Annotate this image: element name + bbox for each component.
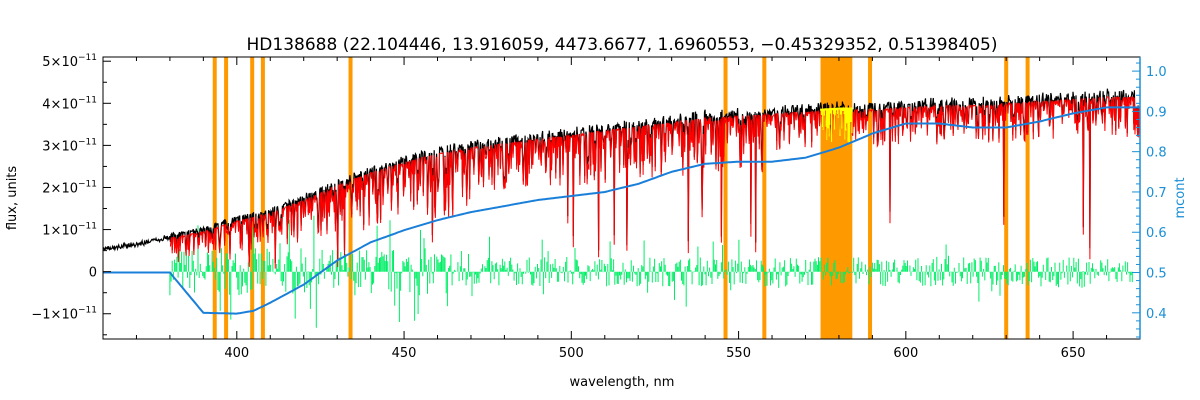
y-tick-label: 4×10−11 bbox=[42, 95, 97, 112]
plot-frame bbox=[102, 56, 1141, 340]
masked-line-3 bbox=[260, 57, 265, 339]
x-tick-label: 600 bbox=[893, 346, 918, 361]
residual-points bbox=[169, 215, 1133, 328]
right-tick-label: 0.4 bbox=[1146, 307, 1167, 322]
right-axis-label: mcont bbox=[1173, 177, 1188, 218]
residual-series bbox=[169, 215, 1133, 328]
masked-line-8 bbox=[1004, 57, 1009, 339]
x-axis-label: wavelength, nm bbox=[570, 375, 675, 390]
x-tick-label: 450 bbox=[392, 346, 417, 361]
x-tick-label: 500 bbox=[559, 346, 584, 361]
spectra-lines bbox=[102, 88, 1141, 315]
y-tick-label: 1×10−11 bbox=[42, 222, 97, 239]
right-tick-label: 0.9 bbox=[1146, 105, 1167, 120]
telluric-region bbox=[820, 107, 853, 145]
masked-line-6 bbox=[762, 57, 767, 339]
x-tick-label: 550 bbox=[726, 346, 751, 361]
masked-line-2 bbox=[250, 57, 255, 339]
right-tick-label: 0.6 bbox=[1146, 226, 1167, 241]
masked-line-0 bbox=[212, 57, 217, 339]
right-tick-label: 0.5 bbox=[1146, 267, 1167, 282]
x-axis-ticks: 400 450 500 550 600 650 bbox=[102, 57, 1141, 361]
chart-title: HD138688 (22.104446, 13.916059, 4473.667… bbox=[247, 35, 998, 55]
observed-spectrum bbox=[102, 88, 1141, 264]
right-axis-ticks: 0.4 0.5 0.6 0.7 0.8 0.9 1.0 bbox=[1132, 57, 1167, 339]
y-tick-label: 3×10−11 bbox=[42, 137, 97, 154]
right-tick-label: 0.8 bbox=[1146, 146, 1167, 161]
continuum-curve bbox=[103, 106, 1140, 315]
masked-line-5 bbox=[723, 57, 728, 339]
x-tick-label: 400 bbox=[224, 346, 249, 361]
x-tick-label: 650 bbox=[1061, 346, 1086, 361]
right-tick-label: 1.0 bbox=[1146, 65, 1167, 80]
masked-line-7 bbox=[868, 57, 873, 339]
y-tick-label: −1×10−11 bbox=[31, 306, 97, 323]
right-tick-label: 0.7 bbox=[1146, 186, 1167, 201]
y-tick-label: 2×10−11 bbox=[42, 179, 97, 196]
y-axis-label: flux, units bbox=[5, 166, 20, 231]
model-spectrum bbox=[169, 96, 1141, 269]
masked-line-1 bbox=[224, 57, 229, 339]
masked-band-0 bbox=[820, 57, 853, 339]
y-tick-label: 0 bbox=[89, 266, 97, 281]
y-tick-label: 5×10−11 bbox=[42, 53, 97, 70]
masked-line-9 bbox=[1025, 57, 1030, 339]
y-axis-ticks: −1×10−11 0 1×10−11 2×10−11 3×10−11 4×10−11 5×1… bbox=[31, 53, 111, 336]
